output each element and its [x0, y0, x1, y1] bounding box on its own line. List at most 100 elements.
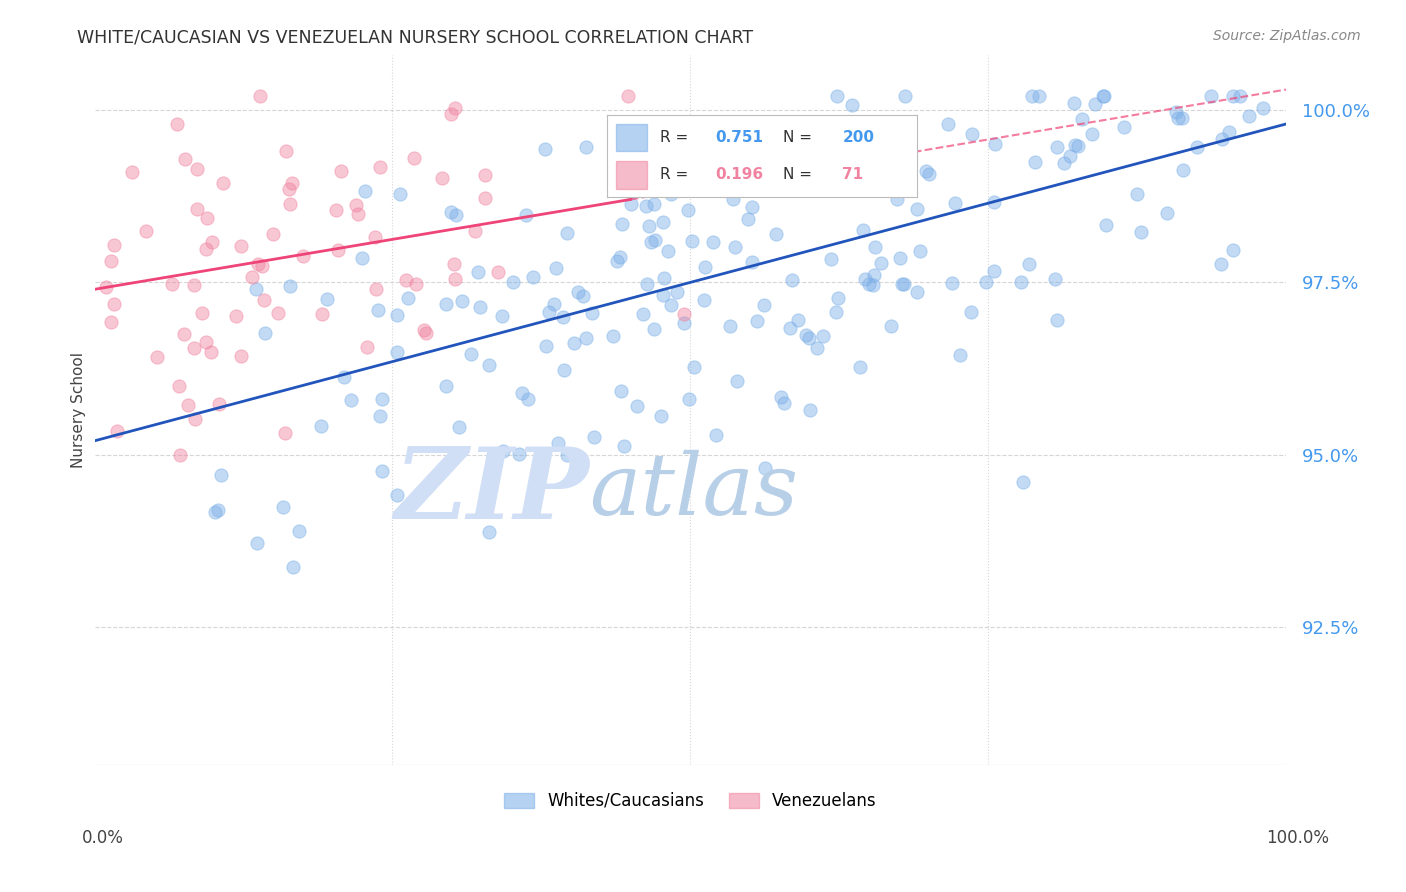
Point: [870, 255, 893, 269]
Point: [553, 363, 575, 377]
Point: [366, 282, 388, 296]
Point: [281, 560, 304, 574]
Point: [240, 270, 263, 285]
Point: [752, 298, 775, 312]
Point: [720, 178, 742, 193]
Point: [799, 330, 821, 344]
Point: [678, 392, 700, 406]
Point: [610, 384, 633, 398]
Point: [943, 196, 966, 211]
Point: [491, 309, 513, 323]
Point: [862, 278, 884, 293]
Point: [672, 316, 695, 330]
Point: [1112, 120, 1135, 135]
Point: [1052, 156, 1074, 170]
Point: [344, 198, 367, 212]
Point: [204, 505, 226, 519]
Text: 0.0%: 0.0%: [82, 829, 124, 847]
Point: [1251, 101, 1274, 115]
Point: [467, 265, 489, 279]
Point: [105, 425, 128, 439]
Point: [404, 152, 426, 166]
Point: [1218, 125, 1240, 139]
Point: [100, 315, 122, 329]
Point: [650, 409, 672, 424]
Point: [478, 524, 501, 539]
Point: [1173, 163, 1195, 178]
Text: atlas: atlas: [589, 450, 799, 533]
Point: [960, 128, 983, 142]
Point: [676, 202, 699, 217]
Point: [853, 271, 876, 285]
Point: [207, 503, 229, 517]
Point: [430, 171, 453, 186]
Point: [626, 399, 648, 413]
Point: [278, 197, 301, 211]
Point: [412, 323, 434, 337]
Point: [974, 276, 997, 290]
Point: [651, 287, 673, 301]
Point: [894, 89, 917, 103]
Point: [515, 208, 537, 222]
Point: [1024, 155, 1046, 169]
Point: [1067, 138, 1090, 153]
Point: [905, 285, 928, 299]
Point: [468, 300, 491, 314]
Point: [745, 314, 768, 328]
Point: [1199, 89, 1222, 103]
Point: [960, 304, 983, 318]
Point: [254, 326, 277, 340]
Point: [983, 195, 1005, 210]
Point: [434, 379, 457, 393]
Point: [652, 215, 675, 229]
Point: [806, 342, 828, 356]
Point: [1064, 138, 1087, 153]
Point: [824, 305, 846, 319]
Point: [443, 271, 465, 285]
Point: [396, 291, 419, 305]
Point: [201, 235, 224, 250]
Point: [825, 89, 848, 103]
Point: [385, 345, 408, 359]
Point: [780, 273, 803, 287]
Point: [96, 279, 118, 293]
Point: [510, 386, 533, 401]
Point: [443, 257, 465, 271]
Point: [225, 310, 247, 324]
Point: [1209, 257, 1232, 271]
Point: [555, 448, 578, 462]
Point: [1070, 112, 1092, 127]
Point: [827, 291, 849, 305]
Point: [659, 298, 682, 312]
Point: [502, 275, 524, 289]
Point: [364, 230, 387, 244]
Point: [474, 191, 496, 205]
Point: [657, 244, 679, 259]
Point: [1129, 225, 1152, 239]
Point: [727, 375, 749, 389]
Point: [183, 277, 205, 292]
Point: [1018, 257, 1040, 271]
Point: [1167, 111, 1189, 125]
Point: [1222, 89, 1244, 103]
Point: [683, 360, 706, 375]
Point: [274, 425, 297, 440]
Point: [557, 227, 579, 241]
Point: [553, 310, 575, 324]
Point: [841, 98, 863, 112]
Point: [834, 137, 856, 152]
Point: [638, 219, 661, 233]
Point: [1126, 187, 1149, 202]
Point: [737, 211, 759, 226]
Point: [780, 183, 803, 197]
Point: [262, 227, 284, 242]
Point: [340, 393, 363, 408]
Point: [281, 176, 304, 190]
Point: [434, 297, 457, 311]
Point: [681, 234, 703, 248]
Point: [860, 181, 883, 195]
Point: [693, 293, 716, 308]
Point: [886, 192, 908, 206]
Point: [173, 152, 195, 166]
Point: [167, 379, 190, 393]
